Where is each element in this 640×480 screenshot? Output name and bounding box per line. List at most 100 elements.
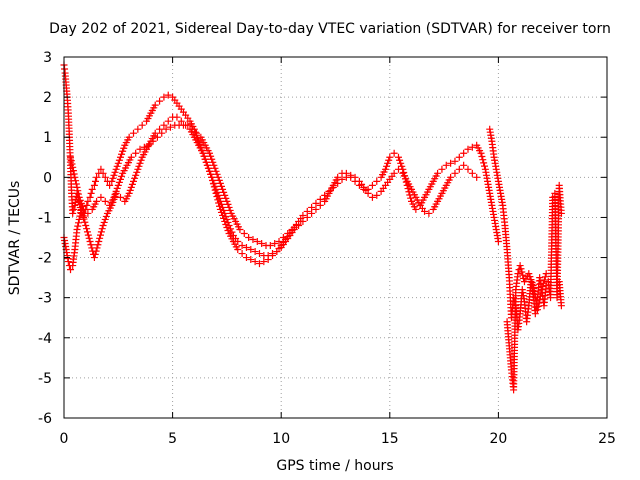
data-point <box>264 256 272 264</box>
data-point <box>74 190 82 198</box>
data-point <box>75 193 83 201</box>
data-point <box>72 177 80 185</box>
y-tick-label: -1 <box>38 210 52 226</box>
data-point <box>90 254 98 262</box>
data-point <box>134 125 142 133</box>
data-point <box>156 125 164 133</box>
data-point <box>468 143 476 151</box>
data-point <box>87 189 95 197</box>
data-point <box>149 137 157 145</box>
data-point <box>223 197 231 205</box>
data-point <box>538 286 546 294</box>
data-point <box>225 203 233 211</box>
data-point <box>517 265 525 273</box>
data-marks <box>60 61 565 394</box>
y-tick-label: 0 <box>43 170 52 186</box>
data-point <box>242 254 250 262</box>
data-point <box>162 125 170 133</box>
data-point <box>70 205 78 213</box>
data-point <box>451 157 459 165</box>
data-point <box>83 225 91 233</box>
data-point <box>102 212 110 220</box>
data-point <box>407 194 415 202</box>
data-point <box>77 199 85 207</box>
data-point <box>156 97 164 105</box>
data-point <box>477 149 485 157</box>
data-point <box>251 258 259 266</box>
data-point <box>480 162 488 170</box>
data-point <box>173 113 181 121</box>
data-point <box>78 202 86 210</box>
data-point <box>216 205 224 213</box>
x-tick-label: 25 <box>598 431 616 447</box>
data-point <box>247 256 255 264</box>
data-point <box>519 271 527 279</box>
data-point <box>137 156 145 164</box>
data-point <box>131 174 139 182</box>
data-point <box>288 225 296 233</box>
x-tick-label: 5 <box>168 431 177 447</box>
data-point <box>253 238 261 246</box>
data-point <box>266 242 274 250</box>
series-2 <box>60 113 481 274</box>
data-point <box>249 236 257 244</box>
data-point <box>390 149 398 157</box>
data-point <box>557 302 565 310</box>
data-point <box>68 160 76 168</box>
x-axis-label: GPS time / hours <box>276 458 393 474</box>
data-point <box>115 156 123 164</box>
data-point <box>151 129 159 137</box>
data-point <box>542 270 550 278</box>
data-point <box>297 217 305 225</box>
data-point <box>217 208 225 216</box>
data-point <box>460 161 468 169</box>
data-point <box>101 173 109 181</box>
y-tick-label: 1 <box>43 130 52 146</box>
data-point <box>224 200 232 208</box>
data-point <box>207 152 215 160</box>
y-tick-label: -4 <box>38 331 52 347</box>
data-point <box>114 159 122 167</box>
data-point <box>455 165 463 173</box>
data-point <box>153 133 161 141</box>
data-point <box>110 193 118 201</box>
data-point <box>258 240 266 248</box>
data-point <box>99 221 107 229</box>
data-point <box>130 129 138 137</box>
data-point <box>120 144 128 152</box>
data-point <box>216 202 224 210</box>
data-point <box>111 168 119 176</box>
data-point <box>97 193 105 201</box>
data-point <box>438 165 446 173</box>
data-point <box>213 193 221 201</box>
data-point <box>222 194 230 202</box>
data-point <box>177 117 185 125</box>
x-tick-labels: 0 5 10 15 20 25 <box>60 431 616 447</box>
data-point <box>125 133 133 141</box>
data-point <box>373 191 381 199</box>
data-point <box>211 186 219 194</box>
data-point <box>101 215 109 223</box>
y-tick-label: -5 <box>38 371 52 387</box>
data-point <box>166 123 174 131</box>
data-point <box>76 196 84 204</box>
y-tick-labels: -6 -5 -4 -3 -2 -1 0 1 2 3 <box>38 50 52 427</box>
data-point <box>109 174 117 182</box>
data-point <box>537 289 545 297</box>
data-point <box>86 193 94 201</box>
data-point <box>381 165 389 173</box>
data-point <box>118 150 126 158</box>
data-point <box>397 159 405 167</box>
data-point <box>85 234 93 242</box>
data-point <box>316 201 324 209</box>
data-point <box>460 149 468 157</box>
data-point <box>284 229 292 237</box>
data-point <box>373 177 381 185</box>
data-point <box>112 165 120 173</box>
data-point <box>100 218 108 226</box>
data-point <box>209 180 217 188</box>
data-point <box>216 179 224 187</box>
data-point <box>84 209 92 217</box>
data-point <box>292 221 300 229</box>
data-point <box>140 143 148 151</box>
